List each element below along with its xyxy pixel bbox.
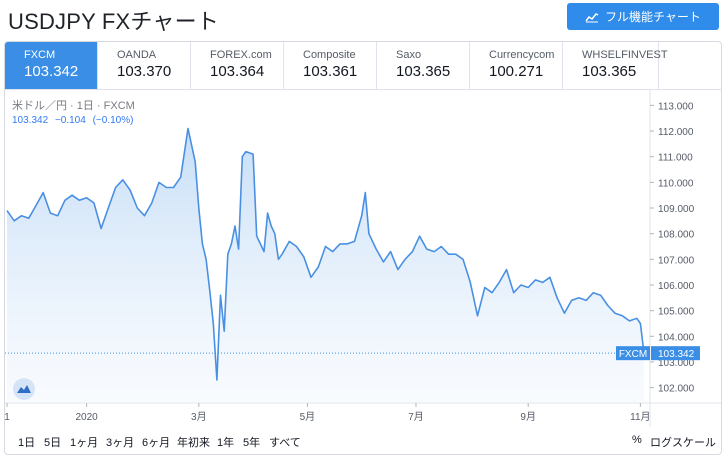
y-tick-label: 104.000 [658,332,695,343]
percent-toggle[interactable]: % [632,434,642,446]
range-ytd[interactable]: 年初来 [177,437,210,449]
x-tick-label: 2020 [76,412,99,423]
legend-change: −0.104 [54,115,86,126]
tab-value: 103.365 [396,63,451,80]
mountain-icon [17,385,31,393]
tab-value: 103.364 [210,63,265,80]
series-line-fxcm [6,127,645,381]
y-tick-label: 106.000 [658,281,695,292]
y-tick-label: 107.000 [658,255,695,266]
range-1m[interactable]: 1ヶ月 [70,437,99,449]
tab-saxo[interactable]: Saxo 103.365 [377,42,470,89]
tab-value: 103.342 [24,63,79,80]
tradingview-logo[interactable] [13,378,35,400]
tab-oanda[interactable]: OANDA 103.370 [98,42,191,89]
y-tick-label: 110.000 [658,178,694,189]
tab-forex-com[interactable]: FOREX.com 103.364 [191,42,284,89]
exchange-tabs: FXCM 103.342 OANDA 103.370 FOREX.com 103… [5,42,721,90]
y-tick-label: 105.000 [658,307,695,318]
tab-currencycom[interactable]: Currencycom 100.271 [470,42,563,89]
chart-widget: FXCM 103.342 OANDA 103.370 FOREX.com 103… [4,41,722,455]
range-5d[interactable]: 5日 [44,437,62,449]
price-chart[interactable]: 102.000 103.000 104.000 105.000 106.000 107.0… [5,90,721,427]
legend-price: 103.342 [12,115,49,126]
last-price-tag [651,346,700,361]
full-chart-label: フル機能チャート [605,10,701,24]
y-tick-label: 111.000 [658,153,693,164]
page-title: USDJPY FXチャート [8,9,220,34]
y-tick-label: 103.000 [658,358,695,369]
range-all[interactable]: すべて [269,437,301,449]
y-tick-label: 112.000 [658,127,694,138]
x-tick-label: 1 [5,412,10,423]
tab-value: 103.370 [117,63,172,80]
tab-name: Saxo [396,49,422,61]
x-tick-label: 5月 [300,411,316,423]
tab-name: Composite [303,49,356,61]
last-price-label: 103.342 [658,349,695,360]
tab-whselfinvest[interactable]: WHSELFINVEST 103.365 [563,42,668,89]
log-scale-toggle[interactable]: ログスケール [650,437,716,449]
tab-name: FOREX.com [210,49,272,61]
time-range-bar: 1日 5日 1ヶ月 3ヶ月 6ヶ月 年初来 1年 5年 すべて % ログスケール [5,427,721,454]
tab-name: Currencycom [489,49,555,61]
full-chart-button[interactable]: フル機能チャート [567,3,719,30]
range-1d[interactable]: 1日 [18,437,36,449]
series-area-fxcm [7,128,644,403]
tab-name: FXCM [24,49,56,61]
y-tick-label: 113.000 [658,101,694,112]
range-1y[interactable]: 1年 [217,437,235,449]
tab-value: 103.365 [582,63,637,80]
x-tick-label: 9月 [520,411,536,423]
tab-value: 100.271 [489,63,544,80]
last-series-label: FXCM [619,349,647,360]
tab-name: WHSELFINVEST [582,49,668,61]
y-tick-label: 102.000 [658,384,695,395]
chart-icon [585,12,599,22]
tab-fxcm[interactable]: FXCM 103.342 [5,42,98,89]
tab-composite[interactable]: Composite 103.361 [284,42,377,89]
range-5y[interactable]: 5年 [243,437,261,449]
range-3m[interactable]: 3ヶ月 [106,437,135,449]
last-series-tag [616,346,650,361]
legend-change-pct: (−0.10%) [92,115,134,126]
price-change: 103.342 −0.104 (−0.10%) [12,115,137,126]
range-6m[interactable]: 6ヶ月 [142,437,171,449]
tab-value: 103.361 [303,63,358,80]
chart-legend: 米ドル／円 · 1日 · FXCM [12,100,135,112]
x-tick-label: 11月 [630,411,650,423]
x-tick-label: 7月 [408,411,424,423]
tab-name: OANDA [117,49,157,61]
y-tick-label: 109.000 [658,204,695,215]
y-tick-label: 108.000 [658,230,695,241]
x-tick-label: 3月 [191,411,207,423]
